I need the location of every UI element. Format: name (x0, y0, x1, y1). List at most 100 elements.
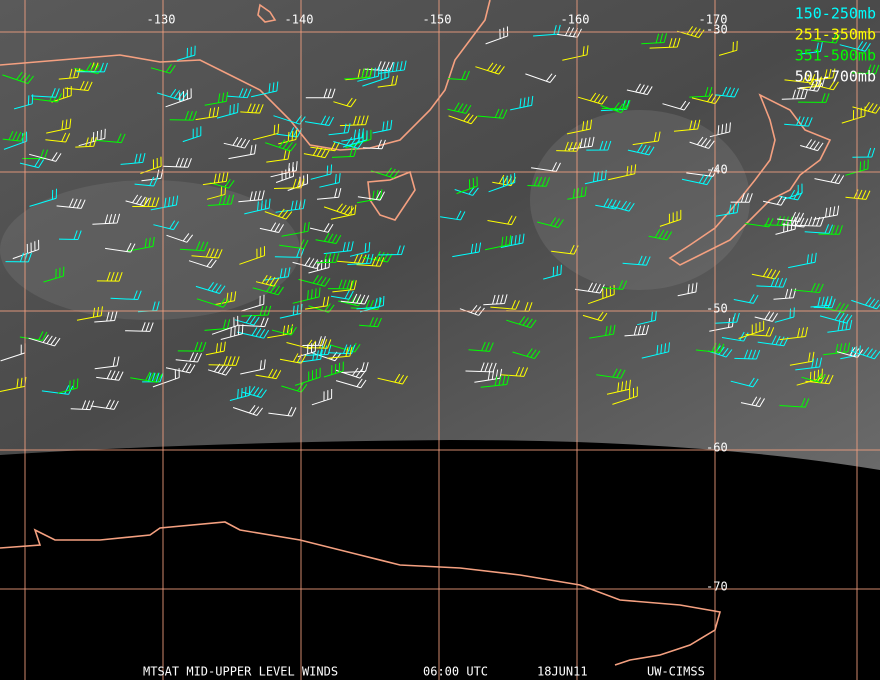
wind-barb (75, 136, 97, 148)
footer-time: 06:00 UTC (423, 665, 488, 679)
wind-barb (140, 156, 162, 174)
latitude-label: -40 (706, 163, 728, 177)
wind-barb (793, 282, 824, 294)
wind-barb (244, 198, 271, 215)
footer-title: MTSAT MID-UPPER LEVEL WINDS (143, 665, 338, 679)
tasmania (367, 170, 416, 221)
wind-barb (718, 40, 738, 56)
wind-barb (612, 386, 638, 405)
wind-barb (624, 324, 650, 337)
wind-barb (488, 172, 516, 193)
wind-barb (691, 93, 721, 105)
legend-entry: 150-250mb (795, 5, 876, 23)
wind-barb (377, 373, 408, 385)
wind-barb (202, 171, 229, 186)
wind-barb (459, 304, 485, 316)
wind-barb (370, 167, 400, 179)
wind-barb (512, 348, 541, 360)
wind-barb (304, 115, 334, 126)
wind-barb (341, 362, 369, 373)
wind-barb (338, 294, 364, 307)
wind-barb (796, 368, 823, 386)
wind-barb (801, 373, 826, 383)
wind-barb (220, 324, 244, 340)
wind-barb (216, 102, 239, 119)
latitude-label: -30 (706, 23, 728, 37)
wind-barb (134, 176, 159, 187)
wind-barb (232, 405, 264, 416)
wind-barb (456, 176, 478, 195)
wind-barb (214, 291, 237, 306)
wind-barb (586, 140, 612, 151)
latitude-label: -50 (706, 302, 728, 316)
wind-barb (152, 368, 180, 388)
legend-entry: 501-700mb (795, 68, 876, 86)
wind-barb (76, 62, 108, 73)
wind-barb (126, 236, 155, 252)
wind-barb (332, 280, 357, 293)
wind-barb (779, 189, 803, 201)
wind-barb (841, 106, 866, 124)
wind-barb (773, 288, 797, 300)
wind-barb (58, 68, 81, 80)
longitude-label: -160 (561, 13, 590, 27)
wind-barb (337, 253, 367, 264)
wind-barb (825, 302, 849, 313)
wind-barb (465, 362, 497, 373)
wind-barb (745, 326, 775, 337)
wind-barb (813, 298, 836, 309)
wind-barb (240, 103, 264, 114)
wind-barb (800, 139, 824, 152)
wind-barb (56, 198, 86, 209)
wind-barb (537, 217, 564, 228)
wind-barb (851, 64, 880, 75)
wind-barb (335, 367, 367, 379)
wind-barb (162, 157, 192, 168)
wind-barb (333, 137, 364, 149)
wind-barb (265, 139, 297, 152)
wind-barb (92, 213, 121, 225)
wind-barb (673, 119, 701, 132)
wind-barb (356, 189, 383, 204)
wind-barb (29, 152, 62, 162)
wind-barb (339, 115, 369, 127)
wind-barb (808, 80, 839, 91)
wind-barb (810, 33, 841, 44)
wind-barb (596, 368, 626, 379)
wind-barb (777, 211, 804, 223)
wind-barb (779, 327, 808, 341)
wind-barb (632, 131, 661, 146)
wind-barb (191, 248, 223, 259)
wind-barb (819, 311, 853, 324)
wind-barb (709, 122, 731, 138)
wind-barb (74, 62, 104, 75)
wind-barb (805, 373, 834, 385)
wind-barb (305, 88, 336, 99)
wind-barb (279, 303, 303, 319)
new-zealand (668, 93, 832, 266)
wind-barb (110, 290, 142, 301)
longitude-label: -150 (423, 13, 452, 27)
wind-barb (715, 203, 740, 217)
wind-barb (281, 221, 310, 237)
wind-barb (311, 388, 333, 406)
wind-barb (562, 45, 589, 61)
wind-barb (784, 73, 816, 84)
wind-barb (166, 233, 194, 243)
latitude-label: -60 (706, 441, 728, 455)
wind-barb (342, 130, 368, 148)
wind-barb (96, 369, 124, 381)
wind-barb (813, 205, 840, 220)
wind-barb (839, 41, 871, 52)
wind-barb (57, 378, 79, 394)
wind-barb (266, 149, 291, 163)
wind-barb (827, 319, 853, 333)
latitude-label: -70 (706, 580, 728, 594)
wind-barb (330, 204, 357, 220)
wind-barb (195, 106, 220, 121)
wind-barb (264, 208, 293, 220)
wind-barb (90, 399, 119, 410)
wind-barb (175, 352, 202, 363)
wind-barb (5, 252, 32, 263)
wind-barb (78, 128, 106, 147)
